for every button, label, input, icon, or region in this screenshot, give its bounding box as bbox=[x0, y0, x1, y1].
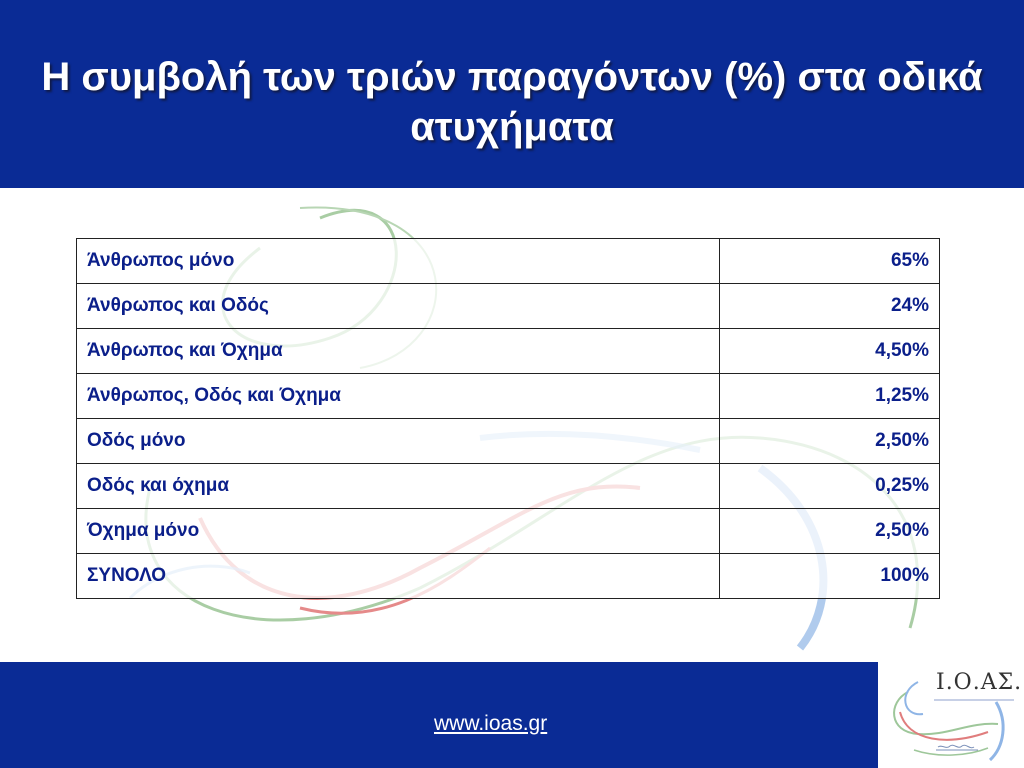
website-link[interactable]: www.ioas.gr bbox=[434, 712, 548, 735]
footer-banner bbox=[0, 662, 1024, 768]
slide-title: Η συμβολή των τριών παραγόντων (%) στα ο… bbox=[41, 55, 983, 149]
logo-caption-signature bbox=[936, 744, 978, 751]
row-value: 2,50% bbox=[719, 508, 940, 554]
table-row: Οδός μόνο 2,50% bbox=[76, 418, 940, 464]
row-label: Οδός μόνο bbox=[76, 418, 720, 464]
row-value: 24% bbox=[719, 283, 940, 329]
row-label: Άνθρωπος, Οδός και Όχημα bbox=[76, 373, 720, 419]
row-label: Άνθρωπος μόνο bbox=[76, 238, 720, 284]
logo-tagline bbox=[934, 699, 1014, 701]
row-label: Όχημα μόνο bbox=[76, 508, 720, 554]
row-value: 65% bbox=[719, 238, 940, 284]
row-label: Άνθρωπος και Όχημα bbox=[76, 328, 720, 374]
table-row: Άνθρωπος μόνο 65% bbox=[76, 238, 940, 284]
table-row: Άνθρωπος και Οδός 24% bbox=[76, 283, 940, 329]
table-row: Οδός και όχημα 0,25% bbox=[76, 463, 940, 509]
ioas-logo bbox=[878, 662, 1024, 768]
row-label: Άνθρωπος και Οδός bbox=[76, 283, 720, 329]
row-value: 0,25% bbox=[719, 463, 940, 509]
row-label: Οδός και όχημα bbox=[76, 463, 720, 509]
table-row: Άνθρωπος, Οδός και Όχημα 1,25% bbox=[76, 373, 940, 419]
row-value: 1,25% bbox=[719, 373, 940, 419]
total-value: 100% bbox=[719, 553, 940, 599]
accident-factors-table: Άνθρωπος μόνο 65% Άνθρωπος και Οδός 24% … bbox=[76, 238, 940, 599]
row-value: 2,50% bbox=[719, 418, 940, 464]
table-row-total: ΣΥΝΟΛΟ 100% bbox=[76, 553, 940, 599]
row-value: 4,50% bbox=[719, 328, 940, 374]
title-banner bbox=[0, 0, 1024, 188]
table-row: Άνθρωπος και Όχημα 4,50% bbox=[76, 328, 940, 374]
table-row: Όχημα μόνο 2,50% bbox=[76, 508, 940, 554]
total-label: ΣΥΝΟΛΟ bbox=[76, 553, 720, 599]
logo-wordmark: Ι.Ο.ΑΣ. bbox=[936, 670, 1023, 695]
logo-swirl-icon bbox=[893, 681, 1005, 762]
